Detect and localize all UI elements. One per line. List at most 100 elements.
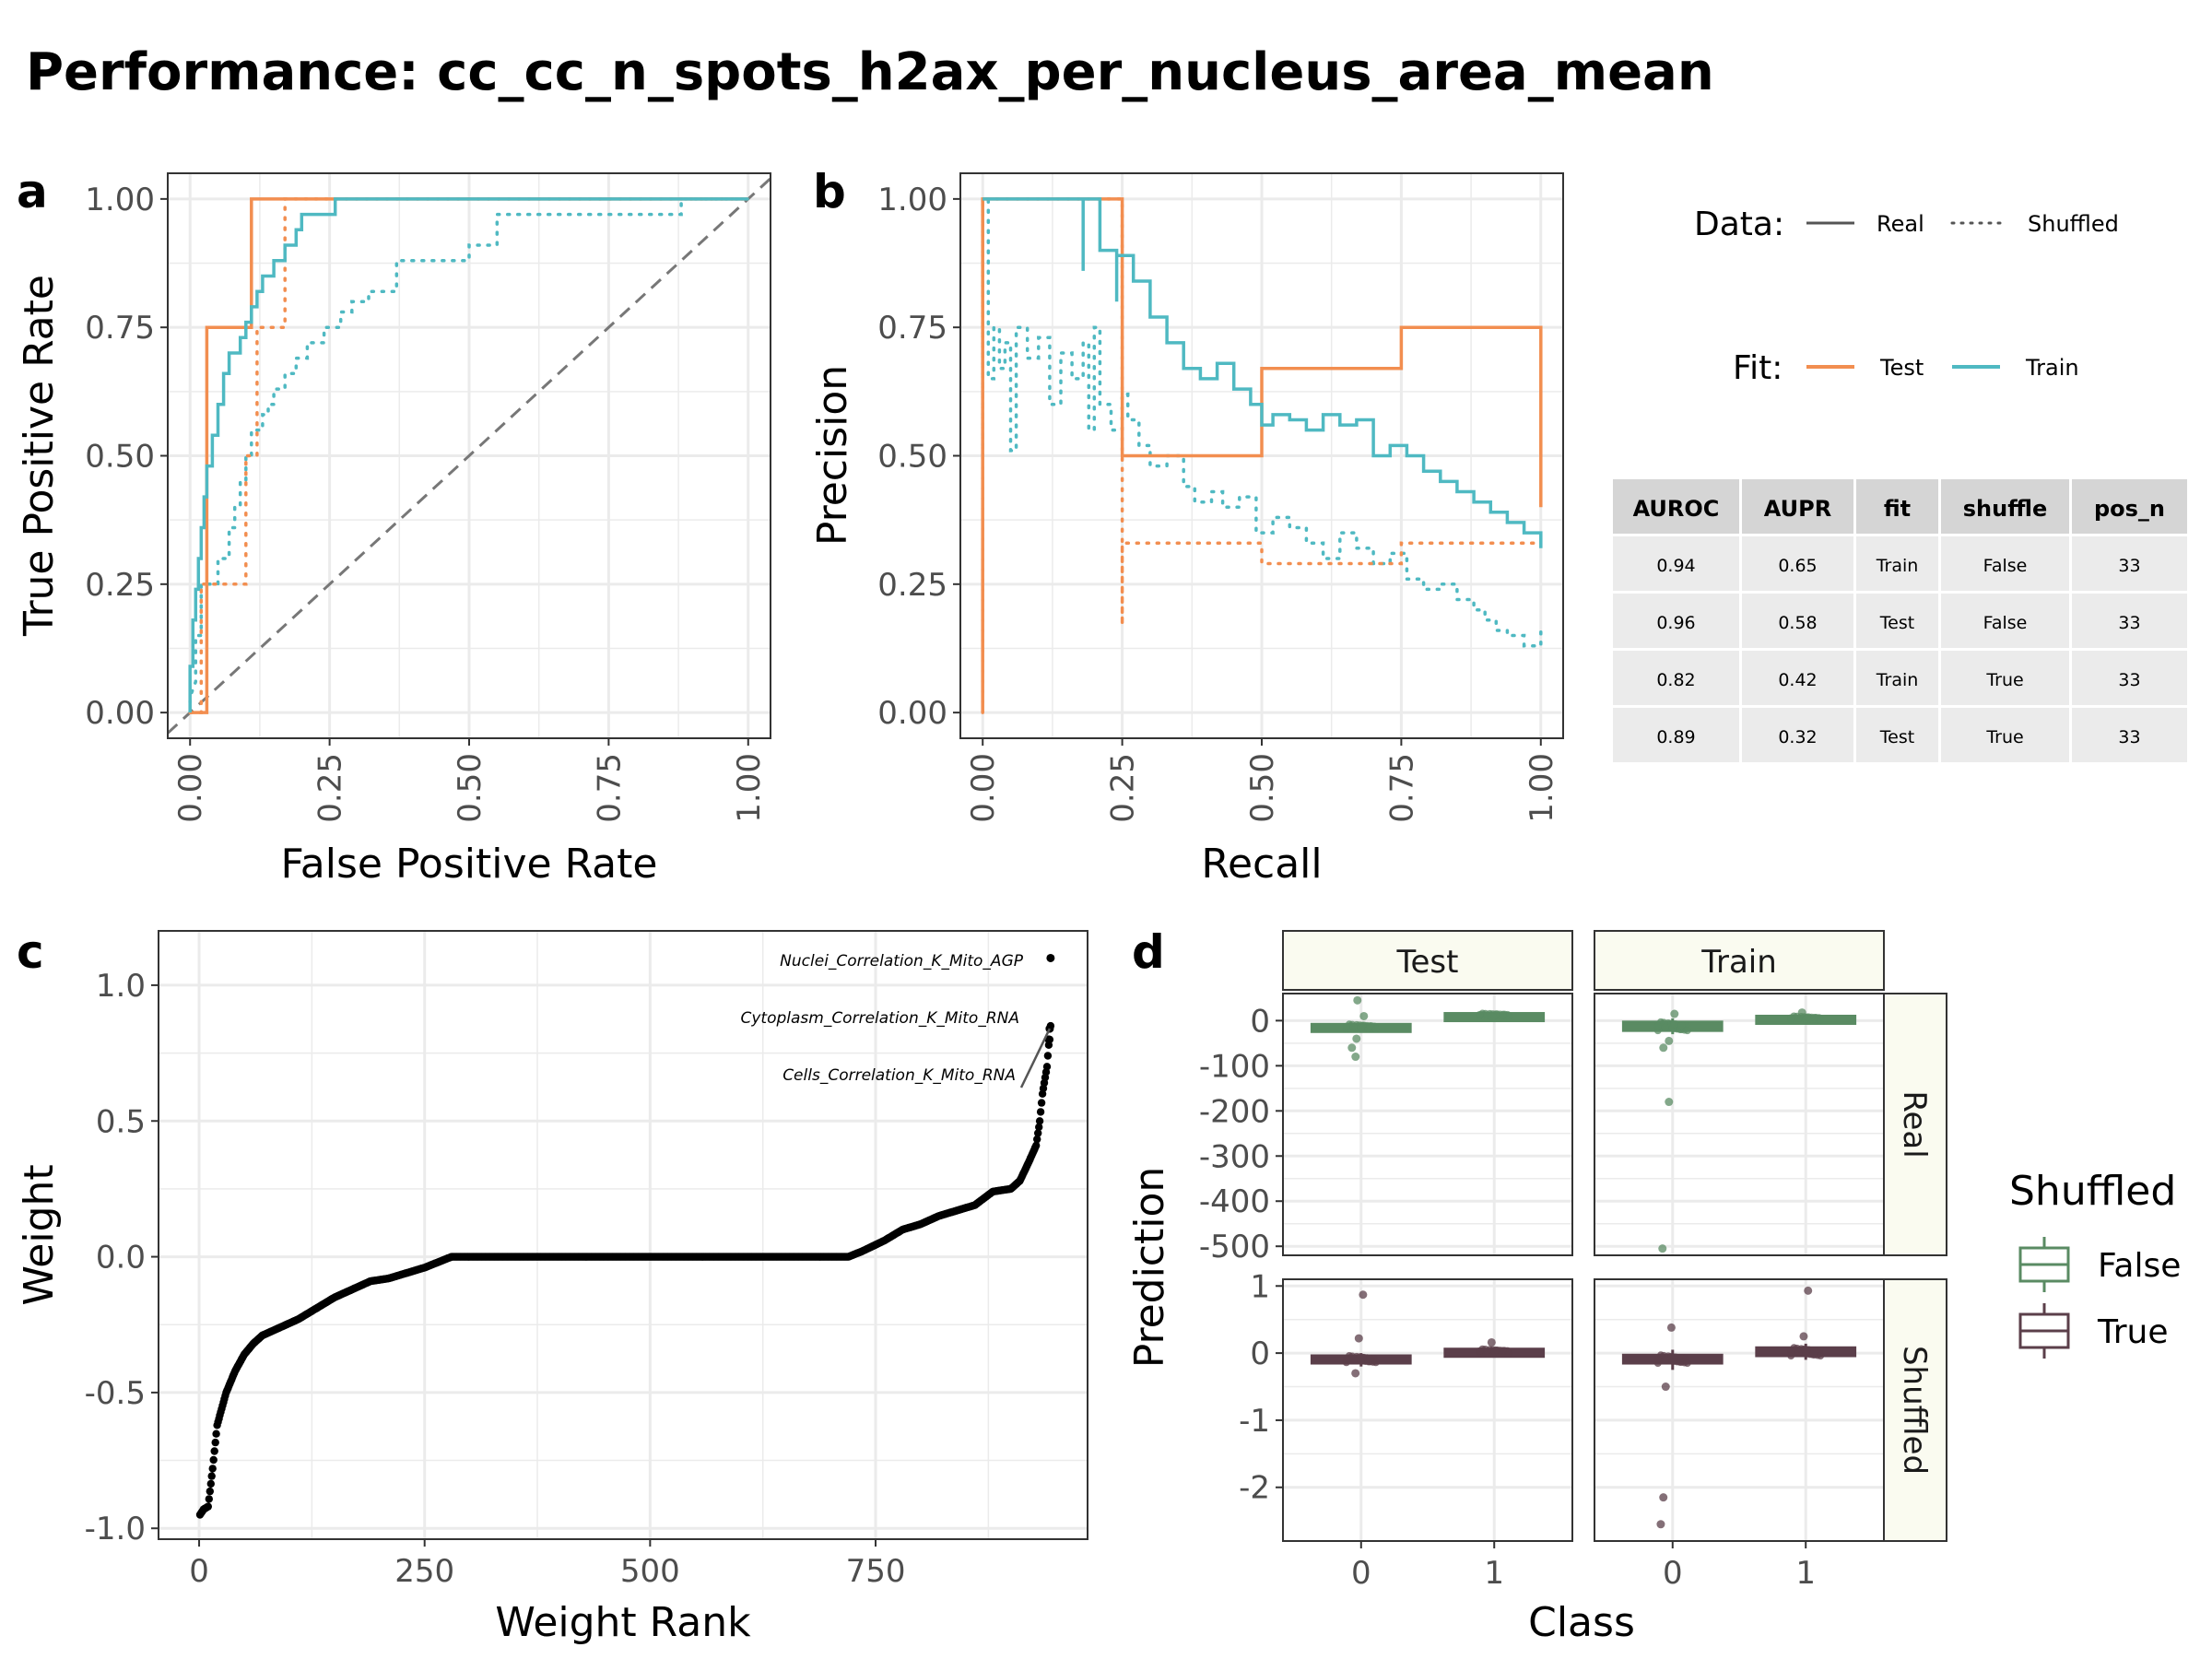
table-header-cell [1742, 479, 1853, 534]
table-cell-value: False [1983, 556, 2028, 576]
roc-x-tick-label: 1.00 [731, 753, 768, 823]
outlier-point [1804, 1286, 1813, 1295]
legend-test-label: Test [1879, 355, 1924, 381]
line-legend: Data: Real Shuffled Fit: Test Train [1694, 206, 2119, 387]
roc-y-tick-label: 0.25 [85, 567, 155, 604]
facet-y-tick-label: -200 [1199, 1093, 1270, 1130]
weight-x-tick-label: 250 [394, 1553, 454, 1590]
jitter-point [1817, 1016, 1825, 1024]
pr-x-tick-label: 0.25 [1105, 753, 1142, 823]
outlier-point [1665, 1036, 1674, 1045]
weight-point [205, 1495, 213, 1503]
outlier-point [1359, 1290, 1368, 1300]
weight-y-tick-label: 0.5 [96, 1103, 146, 1140]
facet-strip-train [1594, 930, 1885, 991]
weight-point [211, 1438, 219, 1447]
metrics-table: AUROC AUPR fit shuffle pos_n 0.94 0.65 Train Fal… [1613, 479, 2187, 762]
roc-series-train-shuffled [188, 197, 750, 714]
panel-b-label: b [813, 165, 846, 218]
weight-y-tick-label: -0.5 [85, 1375, 146, 1412]
table-cell [1856, 651, 1938, 705]
roc-reference-line [166, 177, 772, 735]
table-cell-value: 33 [2118, 670, 2140, 690]
facet-border [1594, 993, 1885, 1256]
jitter-point [1359, 1021, 1367, 1030]
table-cell-value: True [1985, 727, 2023, 747]
outlier-point [1799, 1332, 1808, 1341]
table-cell-value: Train [1876, 670, 1919, 690]
jitter-point [1670, 1020, 1678, 1029]
prediction-facets: Test TrainRealShuffled0-100-200-300-400-5… [1199, 930, 1947, 1592]
jitter-point [1803, 1013, 1811, 1021]
jitter-point [1371, 1025, 1380, 1033]
table-cell [1941, 708, 2069, 762]
jitter-point [1661, 1356, 1669, 1364]
facet-y-tick-label: -2 [1239, 1470, 1270, 1507]
weight-point [210, 1447, 218, 1455]
table-cell [1856, 536, 1938, 591]
table-cell-value: 0.58 [1778, 613, 1817, 633]
figure-title: Performance: cc_cc_n_spots_h2ax_per_nucl… [26, 42, 1714, 102]
weight-point [209, 1455, 218, 1465]
pr-curves [981, 197, 1543, 714]
pr-y-tick-label: 0.50 [877, 439, 947, 476]
weight-x-tick-label: 750 [846, 1553, 906, 1590]
table-header-fit: fit [1884, 496, 1911, 522]
panel-c-label: c [17, 925, 44, 979]
outlier-point [1488, 1012, 1497, 1021]
facet-test-shuffled: 1 0 -1 -2 0 1 [1239, 1268, 1573, 1592]
jitter-point [1794, 1348, 1803, 1357]
table-cell-value: Train [1876, 556, 1919, 576]
facet-x-tick-label: 0 [1663, 1555, 1683, 1592]
panel-d-predictions: d Test TrainRealShuffled0-100-200-300-400… [1126, 925, 2181, 1646]
roc-x-tick-label: 0.00 [172, 753, 209, 823]
weight-point [1037, 1099, 1046, 1107]
facet-x-tick-label: 0 [1351, 1555, 1371, 1592]
facet-border [1594, 1278, 1885, 1542]
outlier-point [1659, 1493, 1668, 1502]
weight-point [1043, 1052, 1053, 1060]
table-header-pos_n: pos_n [2094, 496, 2165, 522]
table-cell [2072, 594, 2187, 648]
table-cell [2072, 651, 2187, 705]
prediction-x-axis-title: Class [1528, 1599, 1635, 1646]
table-cell [1613, 594, 1739, 648]
pr-series-test-shuffled [981, 197, 1543, 714]
facet-strip-shuffled [1883, 1278, 1947, 1542]
jitter-point [1349, 1356, 1358, 1364]
facet-y-tick-label: -300 [1199, 1138, 1270, 1175]
outlier-point [1666, 1323, 1676, 1332]
jitter-point [1499, 1010, 1507, 1018]
facet-strip-real [1883, 993, 1947, 1256]
weight-point [1033, 1135, 1041, 1144]
panel-b-pr: b 0.00 0.25 0.50 0.75 1.00 0.00 0.25 0.50 0.75 1.… [809, 165, 1564, 888]
pr-x-tick-label: 0.75 [1383, 753, 1420, 823]
weight-annotation-label: Nuclei_Correlation_K_Mito_AGP [780, 952, 1024, 971]
table-cell-value: 33 [2118, 727, 2140, 747]
weight-x-tick-label: 0 [189, 1553, 209, 1590]
jitter-point [1342, 1355, 1350, 1363]
weight-y-tick-label: 0.0 [96, 1240, 146, 1277]
pr-series-train-real [982, 197, 1543, 548]
outlier-point [1351, 1053, 1360, 1062]
legend-fit-label: Fit: [1733, 349, 1783, 387]
legend-item-label: False [2098, 1247, 2181, 1285]
weight-annotation-label: Cells_Correlation_K_Mito_RNA [782, 1066, 1016, 1085]
pr-x-tick-label: 1.00 [1524, 753, 1560, 823]
table-cell [1742, 708, 1853, 762]
facet-x-tick-label: 1 [1795, 1555, 1816, 1592]
table-cell [1856, 594, 1938, 648]
roc-x-tick-label: 0.25 [312, 753, 349, 823]
table-cell [1613, 536, 1739, 591]
roc-y-axis-title: True Positive Rate [16, 275, 63, 637]
pr-y-tick-label: 0.25 [877, 567, 947, 604]
jitter-point [1677, 1021, 1686, 1030]
weight-plot-border [158, 930, 1088, 1540]
weight-x-axis-title: Weight Rank [495, 1599, 751, 1646]
weight-point [207, 1472, 216, 1480]
facet-strip-label: Train [1700, 944, 1777, 981]
table-header-cell [2072, 479, 2187, 534]
jitter-point [1683, 1359, 1691, 1368]
roc-y-tick-label: 0.75 [85, 310, 155, 347]
